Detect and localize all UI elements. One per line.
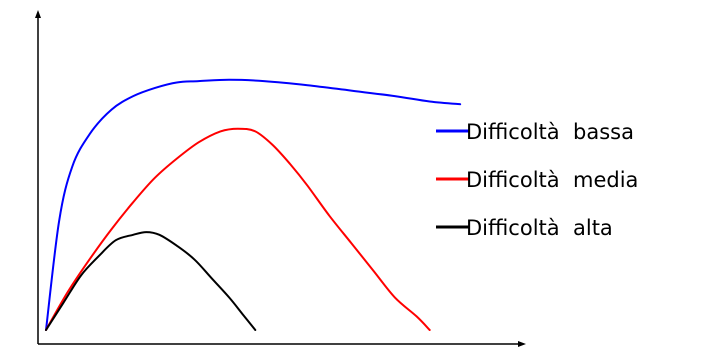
- x-axis-arrow: [518, 341, 526, 347]
- series-line-difficolta-alta: [45, 231, 257, 331]
- legend-label-difficolta-bassa: Difficoltà bassa: [466, 120, 634, 144]
- y-axis-arrow: [35, 10, 41, 18]
- series-line-difficolta-bassa: [45, 78, 462, 331]
- legend: Difficoltà bassa Difficoltà media Difficol…: [436, 120, 638, 240]
- legend-label-difficolta-media: Difficoltà media: [466, 168, 638, 192]
- plot-area: [45, 78, 462, 331]
- axes: [35, 10, 526, 347]
- series-line-difficolta-media: [45, 127, 431, 331]
- legend-label-difficolta-alta: Difficoltà alta: [466, 216, 613, 240]
